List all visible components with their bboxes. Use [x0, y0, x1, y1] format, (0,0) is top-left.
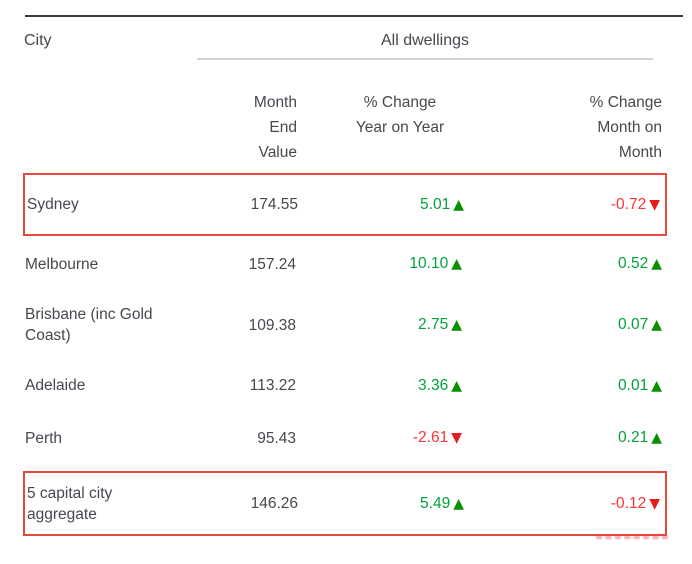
table-body: Sydney 174.55 5.01 ▲ -0.72 ▼ Melbourne 157… — [0, 173, 692, 536]
yoy-change-cell: 5.49 ▲ — [420, 494, 464, 512]
city-column-header: City — [24, 32, 52, 49]
city-cell: Perth — [25, 429, 63, 447]
table-row-brisbane: Brisbane (inc Gold Coast) 109.38 2.75 ▲ 0… — [23, 292, 667, 358]
month-end-value-cell: 174.55 — [250, 196, 298, 213]
mom-change-cell: -0.12 ▼ — [610, 494, 660, 512]
up-triangle-icon: ▲ — [451, 317, 462, 333]
mom-change-cell: -0.72 ▼ — [610, 195, 660, 213]
top-divider — [25, 15, 683, 17]
yoy-change-cell: -2.61 ▼ — [412, 429, 462, 446]
table-row-5-capital-city-aggregate: 5 capital city aggregate 146.26 5.49 ▲ -0… — [23, 471, 667, 536]
down-triangle-icon: ▼ — [649, 196, 660, 213]
up-triangle-icon: ▲ — [651, 317, 662, 333]
table-column-headers: Month End Value % Change Year on Year % … — [24, 90, 667, 165]
city-cell: Sydney — [27, 196, 79, 213]
month-end-value-cell: 109.38 — [248, 316, 296, 334]
up-triangle-icon: ▲ — [451, 256, 462, 272]
table-group-header: City All dwellings — [24, 30, 667, 60]
up-triangle-icon: ▲ — [651, 430, 662, 446]
city-cell: Melbourne — [25, 255, 99, 273]
pct-change-yoy-header: % Change Year on Year — [355, 94, 445, 136]
month-end-value-cell: 113.22 — [249, 377, 296, 394]
table-row-adelaide: Adelaide 113.22 3.36 ▲ 0.01 ▲ — [23, 358, 667, 413]
table-row-perth: Perth 95.43 -2.61 ▼ 0.21 ▲ — [23, 413, 667, 463]
month-end-value-header: Month End Value — [253, 94, 297, 161]
mom-change-cell: 0.21 ▲ — [618, 429, 662, 446]
table-row-melbourne: Melbourne 157.24 10.10 ▲ 0.52 ▲ — [23, 236, 667, 292]
mom-change-cell: 0.52 ▲ — [618, 255, 662, 272]
watermark-artifact — [596, 527, 668, 539]
mom-change-cell: 0.01 ▲ — [618, 376, 662, 394]
up-triangle-icon: ▲ — [451, 377, 462, 394]
up-triangle-icon: ▲ — [651, 377, 662, 394]
month-end-value-cell: 95.43 — [257, 429, 296, 447]
month-end-value-cell: 146.26 — [250, 495, 298, 512]
down-triangle-icon: ▼ — [451, 430, 462, 446]
up-triangle-icon: ▲ — [453, 495, 464, 512]
all-dwellings-group-header: All dwellings — [197, 30, 653, 60]
down-triangle-icon: ▼ — [649, 495, 660, 512]
month-end-value-cell: 157.24 — [248, 255, 296, 273]
yoy-change-cell: 3.36 ▲ — [418, 376, 462, 394]
down-triangle-icon: ▲ — [453, 196, 464, 213]
mom-change-cell: 0.07 ▲ — [618, 316, 662, 333]
pct-change-mom-header: % Change Month on Month — [589, 94, 662, 161]
city-cell: Brisbane (inc Gold Coast) — [25, 306, 153, 344]
city-cell: 5 capital city aggregate — [27, 484, 113, 523]
yoy-change-cell: 10.10 ▲ — [409, 255, 462, 272]
up-triangle-icon: ▲ — [651, 256, 662, 272]
yoy-change-cell: 5.01 ▲ — [420, 195, 464, 213]
yoy-change-cell: 2.75 ▲ — [418, 316, 462, 333]
table-row-sydney: Sydney 174.55 5.01 ▲ -0.72 ▼ — [23, 173, 667, 236]
city-cell: Adelaide — [25, 377, 86, 394]
